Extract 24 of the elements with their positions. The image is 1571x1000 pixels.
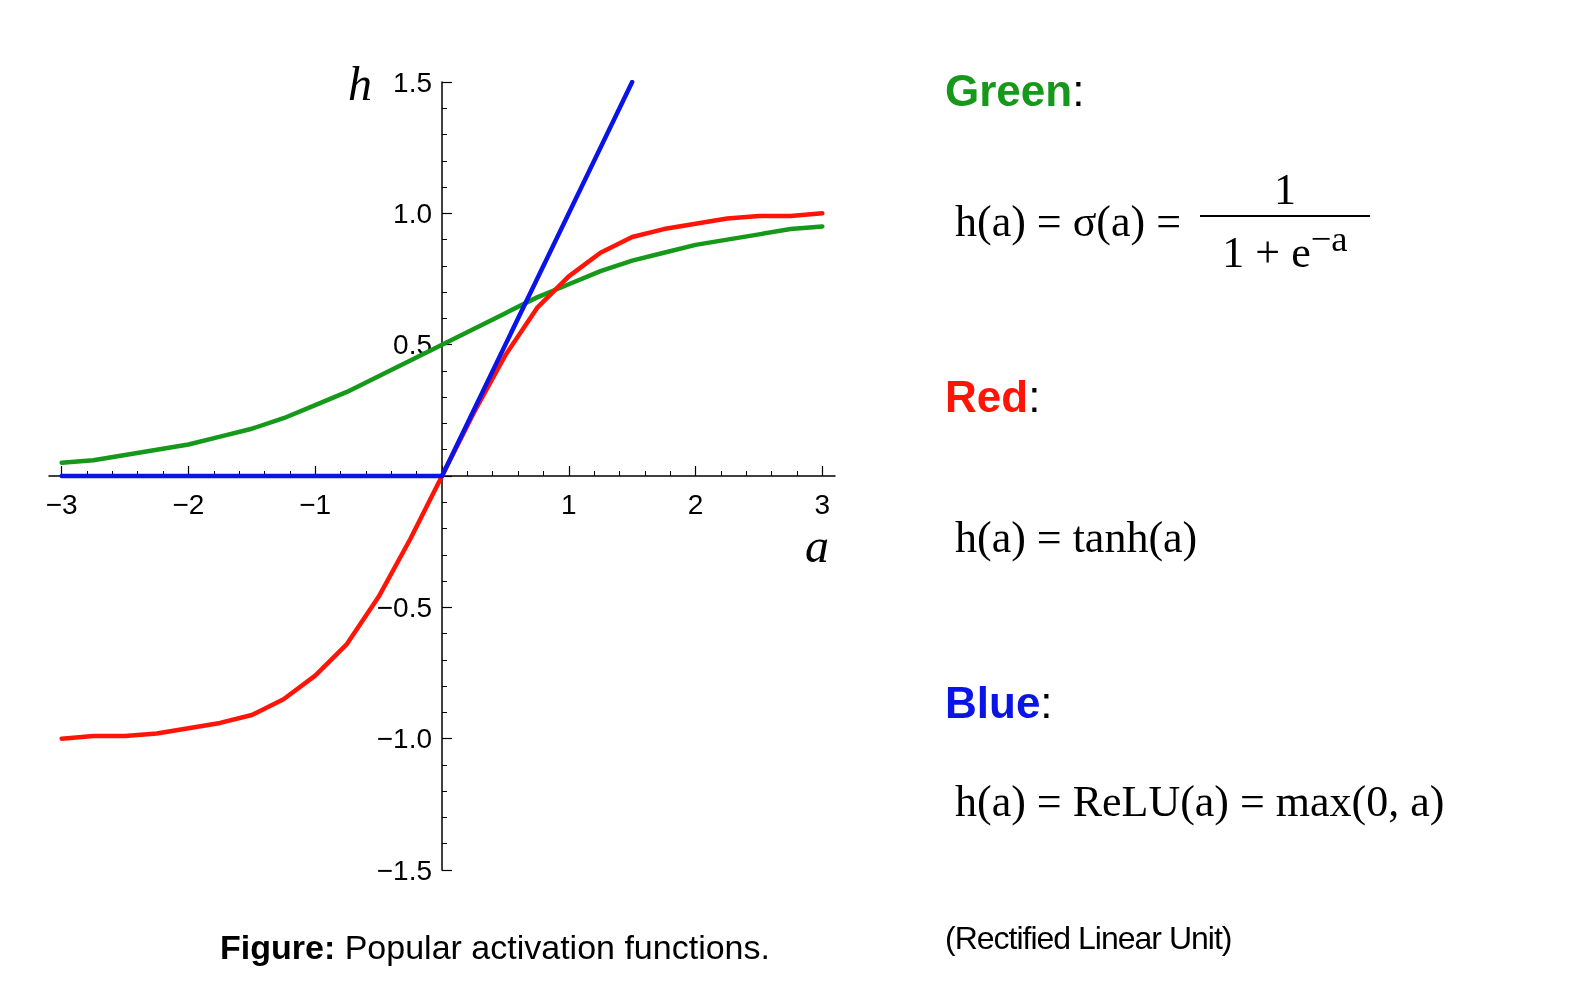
text: Green:	[945, 66, 1085, 115]
y-tick-label: −1.0	[376, 723, 432, 755]
text: (Rectified Linear Unit)	[945, 920, 1232, 957]
x-tick-label: 2	[687, 488, 704, 520]
y-axis-title: h	[348, 56, 372, 110]
text: Red:	[945, 372, 1041, 421]
text: h(a) = ReLU(a) = max(0, a)	[955, 776, 1445, 827]
text: h(a) = σ(a) =	[955, 196, 1182, 247]
y-tick-label: 1.5	[393, 66, 432, 98]
y-tick-label: −0.5	[376, 591, 432, 623]
text: 1 + e$^{−a}$	[1222, 217, 1348, 278]
x-tick-label: −3	[45, 488, 78, 520]
x-tick-label: −1	[299, 488, 332, 520]
text: 1	[1200, 164, 1370, 217]
y-tick-label: −1.5	[376, 854, 432, 886]
x-tick-label: −2	[172, 488, 205, 520]
text: Blue:	[945, 678, 1053, 727]
text: h(a) = tanh(a)	[955, 512, 1198, 563]
x-tick-label: 1	[560, 488, 577, 520]
y-tick-label: 1.0	[393, 197, 432, 229]
x-axis-title: a	[805, 518, 829, 572]
line-series	[59, 224, 825, 466]
x-tick-label: 3	[814, 488, 831, 520]
text: Figure: Popular activation functions.	[220, 928, 770, 966]
